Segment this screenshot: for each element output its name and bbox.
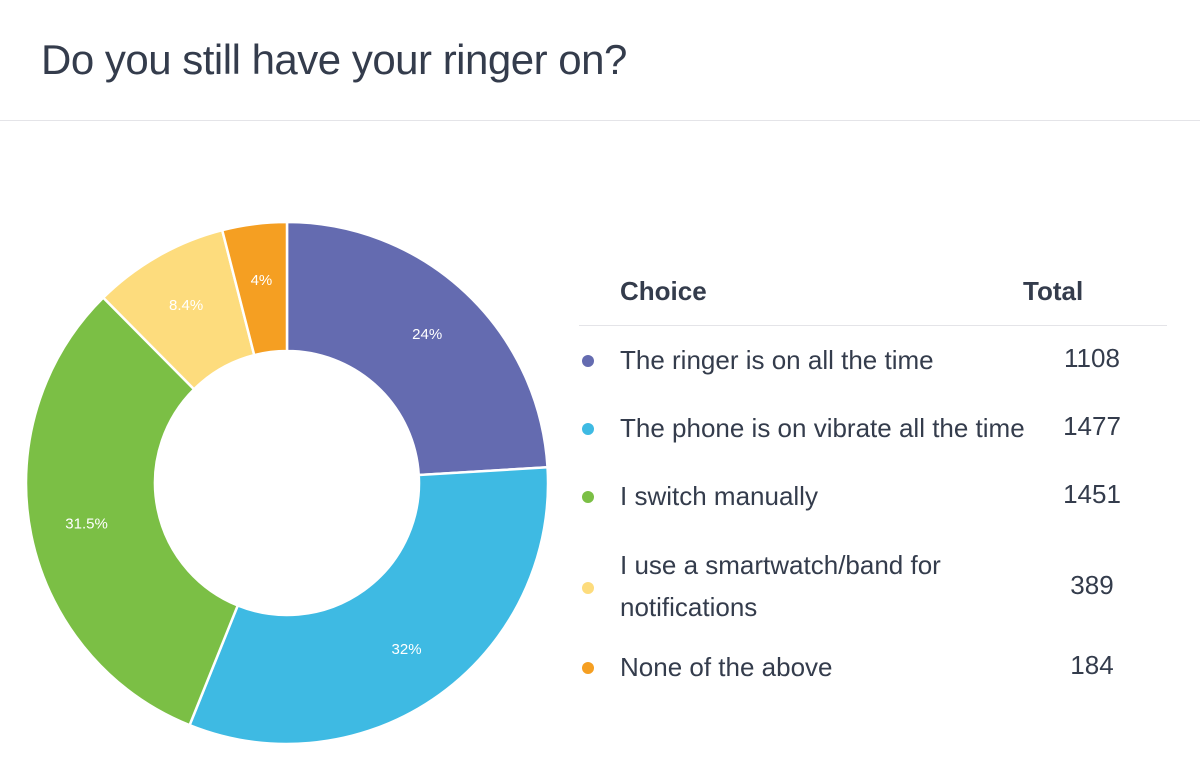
legend-label: The ringer is on all the time <box>620 345 934 375</box>
slice-percent-label: 24% <box>412 326 442 343</box>
legend-row: The ringer is on all the time 1108 <box>579 326 1167 394</box>
slice-percent-label: 31.5% <box>65 516 108 533</box>
column-header-choice: Choice <box>620 276 707 306</box>
donut-chart: 24% 32% 31.5% 8.4% 4% <box>0 200 580 770</box>
legend-value: 1451 <box>1063 479 1121 509</box>
legend-label: None of the above <box>620 652 833 682</box>
legend-row: The phone is on vibrate all the time 147… <box>579 394 1167 462</box>
slice-percent-label: 32% <box>392 641 422 658</box>
legend-row: None of the above 184 <box>579 642 1167 710</box>
donut-slice[interactable] <box>24 295 240 727</box>
legend-dot-icon <box>582 662 594 674</box>
legend-dot-icon <box>582 355 594 367</box>
legend-row: I switch manually 1451 <box>579 462 1167 530</box>
page-title: Do you still have your ringer on? <box>41 36 627 83</box>
header: Do you still have your ringer on? <box>0 0 1200 121</box>
legend-dot-icon <box>582 491 594 503</box>
legend-value: 184 <box>1070 650 1114 680</box>
donut-slice[interactable] <box>220 220 289 357</box>
donut-slice[interactable] <box>285 220 549 477</box>
legend-header: Choice Total <box>579 262 1167 326</box>
legend-value: 1477 <box>1063 411 1121 441</box>
legend-label: I switch manually <box>620 481 818 511</box>
column-header-total: Total <box>1023 276 1084 306</box>
legend-table: Choice Total The ringer is on all the ti… <box>579 262 1167 710</box>
legend-value: 389 <box>1070 570 1114 600</box>
legend-row: I use a smartwatch/band for notification… <box>579 530 1167 642</box>
legend-dot-icon <box>582 582 594 594</box>
donut-svg: 24% 32% 31.5% 8.4% 4% <box>24 220 550 746</box>
legend-dot-icon <box>582 423 594 435</box>
slice-percent-label: 8.4% <box>169 297 203 314</box>
legend-label-line2: notifications <box>620 592 758 622</box>
donut-slice[interactable] <box>187 465 550 746</box>
legend-label-line1: I use a smartwatch/band for <box>620 550 941 580</box>
legend-label: The phone is on vibrate all the time <box>620 413 1025 443</box>
slice-percent-label: 4% <box>251 272 273 289</box>
legend-value: 1108 <box>1064 343 1120 373</box>
